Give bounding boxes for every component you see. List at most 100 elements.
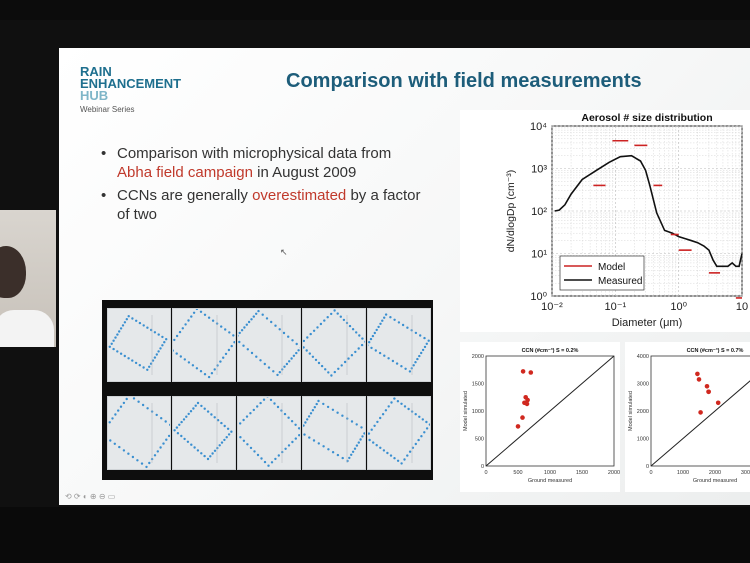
track-dot: [110, 342, 113, 345]
slide-control-icons[interactable]: ⟲ ⟳ ◐ ⊕ ⊖ ▭: [65, 492, 116, 501]
bullet-text: in August 2009: [252, 164, 357, 181]
track-dot: [250, 318, 253, 321]
track-dot: [416, 357, 419, 361]
track-dot: [364, 340, 365, 343]
bullet-list: Comparison with microphysical data from …: [101, 144, 421, 228]
brand-subtitle: Webinar Series: [80, 105, 135, 114]
track-dot: [146, 407, 149, 410]
track-dot: [141, 403, 145, 407]
track-dot: [192, 311, 196, 314]
track-dot: [108, 421, 111, 424]
y-tick-label: 1000: [637, 437, 649, 443]
track-dot: [203, 454, 206, 458]
track-dot: [225, 436, 228, 439]
aerosol-size-chart-svg: 10⁻² 10⁻¹ 10⁰ 10 10⁰ 10¹ 10² 10³ 10⁴ Aerosol # si…: [505, 112, 748, 329]
track-dot: [283, 365, 286, 368]
track-dot: [309, 412, 313, 415]
track-dot: [159, 347, 162, 350]
track-dot: [360, 426, 363, 429]
track-dot: [389, 316, 392, 319]
track-dot: [263, 362, 266, 366]
track-dot: [351, 450, 355, 453]
bullet-highlight: Abha field campaign: [117, 164, 253, 181]
scatter-point: [520, 415, 525, 420]
track-dot: [347, 357, 350, 360]
track-dot: [114, 413, 117, 416]
x-tick-label: 10⁰: [670, 301, 687, 313]
bullet-text: CCNs are generally: [117, 187, 253, 204]
flight-track-svg: [238, 397, 300, 467]
x-tick-label: 1000: [677, 470, 689, 476]
scatter-point: [528, 370, 534, 375]
track-dot: [210, 413, 213, 416]
track-dot: [173, 429, 176, 432]
track-dot: [151, 359, 155, 362]
track-dot: [186, 440, 190, 443]
track-dot: [149, 362, 153, 365]
track-dot: [317, 399, 320, 403]
track-dot: [408, 370, 412, 373]
track-dot: [269, 398, 273, 402]
track-dot: [423, 336, 426, 340]
track-dot: [311, 355, 315, 358]
flight-map-tile: [302, 308, 366, 382]
x-tick-label: 10: [736, 301, 748, 313]
track-dot: [311, 409, 315, 412]
track-dot: [425, 420, 428, 424]
track-dot: [290, 357, 293, 360]
track-dot: [267, 366, 271, 369]
track-dot: [192, 407, 195, 410]
track-dot: [276, 373, 279, 377]
track-dot: [284, 447, 287, 450]
x-tick-label: 0: [484, 470, 487, 476]
track-dot: [187, 319, 190, 322]
track-dot: [108, 345, 111, 348]
track-dot: [303, 339, 306, 343]
track-dot: [287, 444, 291, 447]
track-dot: [109, 439, 112, 442]
track-dot: [256, 405, 259, 408]
track-dot: [423, 345, 427, 349]
bullet-item: CCNs are generally overestimated by a fa…: [101, 186, 421, 224]
track-dot: [331, 408, 335, 411]
track-dot: [262, 398, 266, 401]
x-tick-label: 2000: [709, 470, 721, 476]
track-dot: [427, 339, 430, 342]
x-tick-label: 1500: [576, 470, 588, 476]
presentation-slide: RAIN ENHANCEMENT HUB Webinar Series Comp…: [59, 48, 750, 505]
track-dot: [199, 370, 203, 373]
track-dot: [383, 354, 386, 357]
track-dot: [341, 456, 344, 460]
track-dot: [148, 461, 151, 465]
track-dot: [118, 445, 121, 449]
one-to-one-line: [485, 355, 615, 467]
track-dot: [370, 346, 373, 350]
track-dot: [246, 348, 249, 351]
track-dot: [315, 402, 318, 406]
track-dot: [317, 361, 321, 365]
track-dot: [183, 437, 186, 441]
track-dot: [420, 351, 423, 355]
track-dot: [157, 333, 160, 336]
track-dot: [194, 404, 197, 407]
x-axis-label: Ground measured: [693, 478, 737, 484]
track-dot: [165, 338, 168, 341]
track-dot: [303, 346, 305, 349]
y-tick-label: 1500: [472, 382, 484, 388]
track-dot: [233, 341, 235, 344]
track-dot: [157, 350, 160, 353]
track-dot: [378, 351, 382, 355]
track-dot: [407, 407, 410, 411]
track-dot: [425, 427, 429, 430]
track-dot: [135, 319, 138, 322]
track-dot: [291, 339, 294, 342]
track-dot: [187, 412, 190, 416]
y-tick-label: 500: [475, 437, 484, 443]
track-dot: [123, 354, 126, 358]
flight-map-tile: [237, 396, 301, 470]
track-dot: [320, 364, 324, 368]
track-dot: [428, 423, 430, 426]
track-dot: [396, 459, 400, 462]
flight-track-svg: [303, 309, 365, 377]
track-dot: [294, 437, 297, 440]
